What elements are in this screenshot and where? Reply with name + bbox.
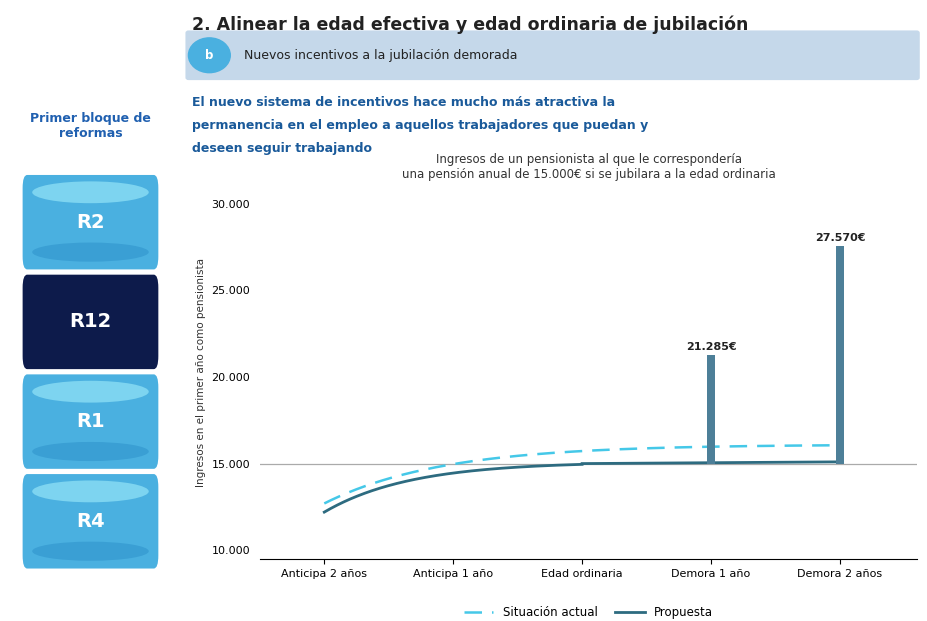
- Text: R2: R2: [76, 213, 105, 232]
- Ellipse shape: [32, 381, 148, 402]
- Ellipse shape: [32, 181, 148, 203]
- Text: R12: R12: [70, 312, 111, 332]
- Legend: Situación actual, Propuesta: Situación actual, Propuesta: [459, 601, 717, 621]
- Text: b: b: [205, 49, 213, 61]
- Ellipse shape: [32, 243, 148, 261]
- Ellipse shape: [32, 481, 148, 502]
- Text: 27.570€: 27.570€: [814, 233, 864, 243]
- Text: El nuevo sistema de incentivos hace mucho más atractiva la: El nuevo sistema de incentivos hace much…: [192, 96, 615, 109]
- FancyBboxPatch shape: [22, 274, 159, 369]
- FancyBboxPatch shape: [185, 30, 919, 80]
- Text: 21.285€: 21.285€: [685, 342, 735, 351]
- Bar: [706, 355, 715, 464]
- Ellipse shape: [32, 442, 148, 461]
- Text: Nuevos incentivos a la jubilación demorada: Nuevos incentivos a la jubilación demora…: [244, 49, 517, 61]
- FancyBboxPatch shape: [22, 374, 159, 469]
- FancyBboxPatch shape: [22, 474, 159, 569]
- Text: ESTADO DE SITUACIÓN DE LA
IMPLEMENTACIÓN  DE LAS
RECOMENDACIONES DEL
PACTO DE TO: ESTADO DE SITUACIÓN DE LA IMPLEMENTACIÓN…: [28, 28, 153, 68]
- Text: R4: R4: [76, 512, 105, 531]
- Y-axis label: Ingresos en el primer año como pensionista: Ingresos en el primer año como pensionis…: [196, 258, 206, 487]
- Ellipse shape: [32, 542, 148, 561]
- Text: R1: R1: [76, 412, 105, 431]
- Bar: [835, 246, 844, 464]
- FancyBboxPatch shape: [22, 175, 159, 270]
- Text: deseen seguir trabajando: deseen seguir trabajando: [192, 142, 372, 155]
- Text: permanencia en el empleo a aquellos trabajadores que puedan y: permanencia en el empleo a aquellos trab…: [192, 119, 648, 132]
- Circle shape: [188, 38, 230, 73]
- Title: Ingresos de un pensionista al que le correspondería
una pensión anual de 15.000€: Ingresos de un pensionista al que le cor…: [401, 153, 775, 181]
- Text: 2. Alinear la edad efectiva y edad ordinaria de jubilación: 2. Alinear la edad efectiva y edad ordin…: [192, 16, 748, 34]
- Text: Primer bloque de
reformas: Primer bloque de reformas: [30, 112, 151, 140]
